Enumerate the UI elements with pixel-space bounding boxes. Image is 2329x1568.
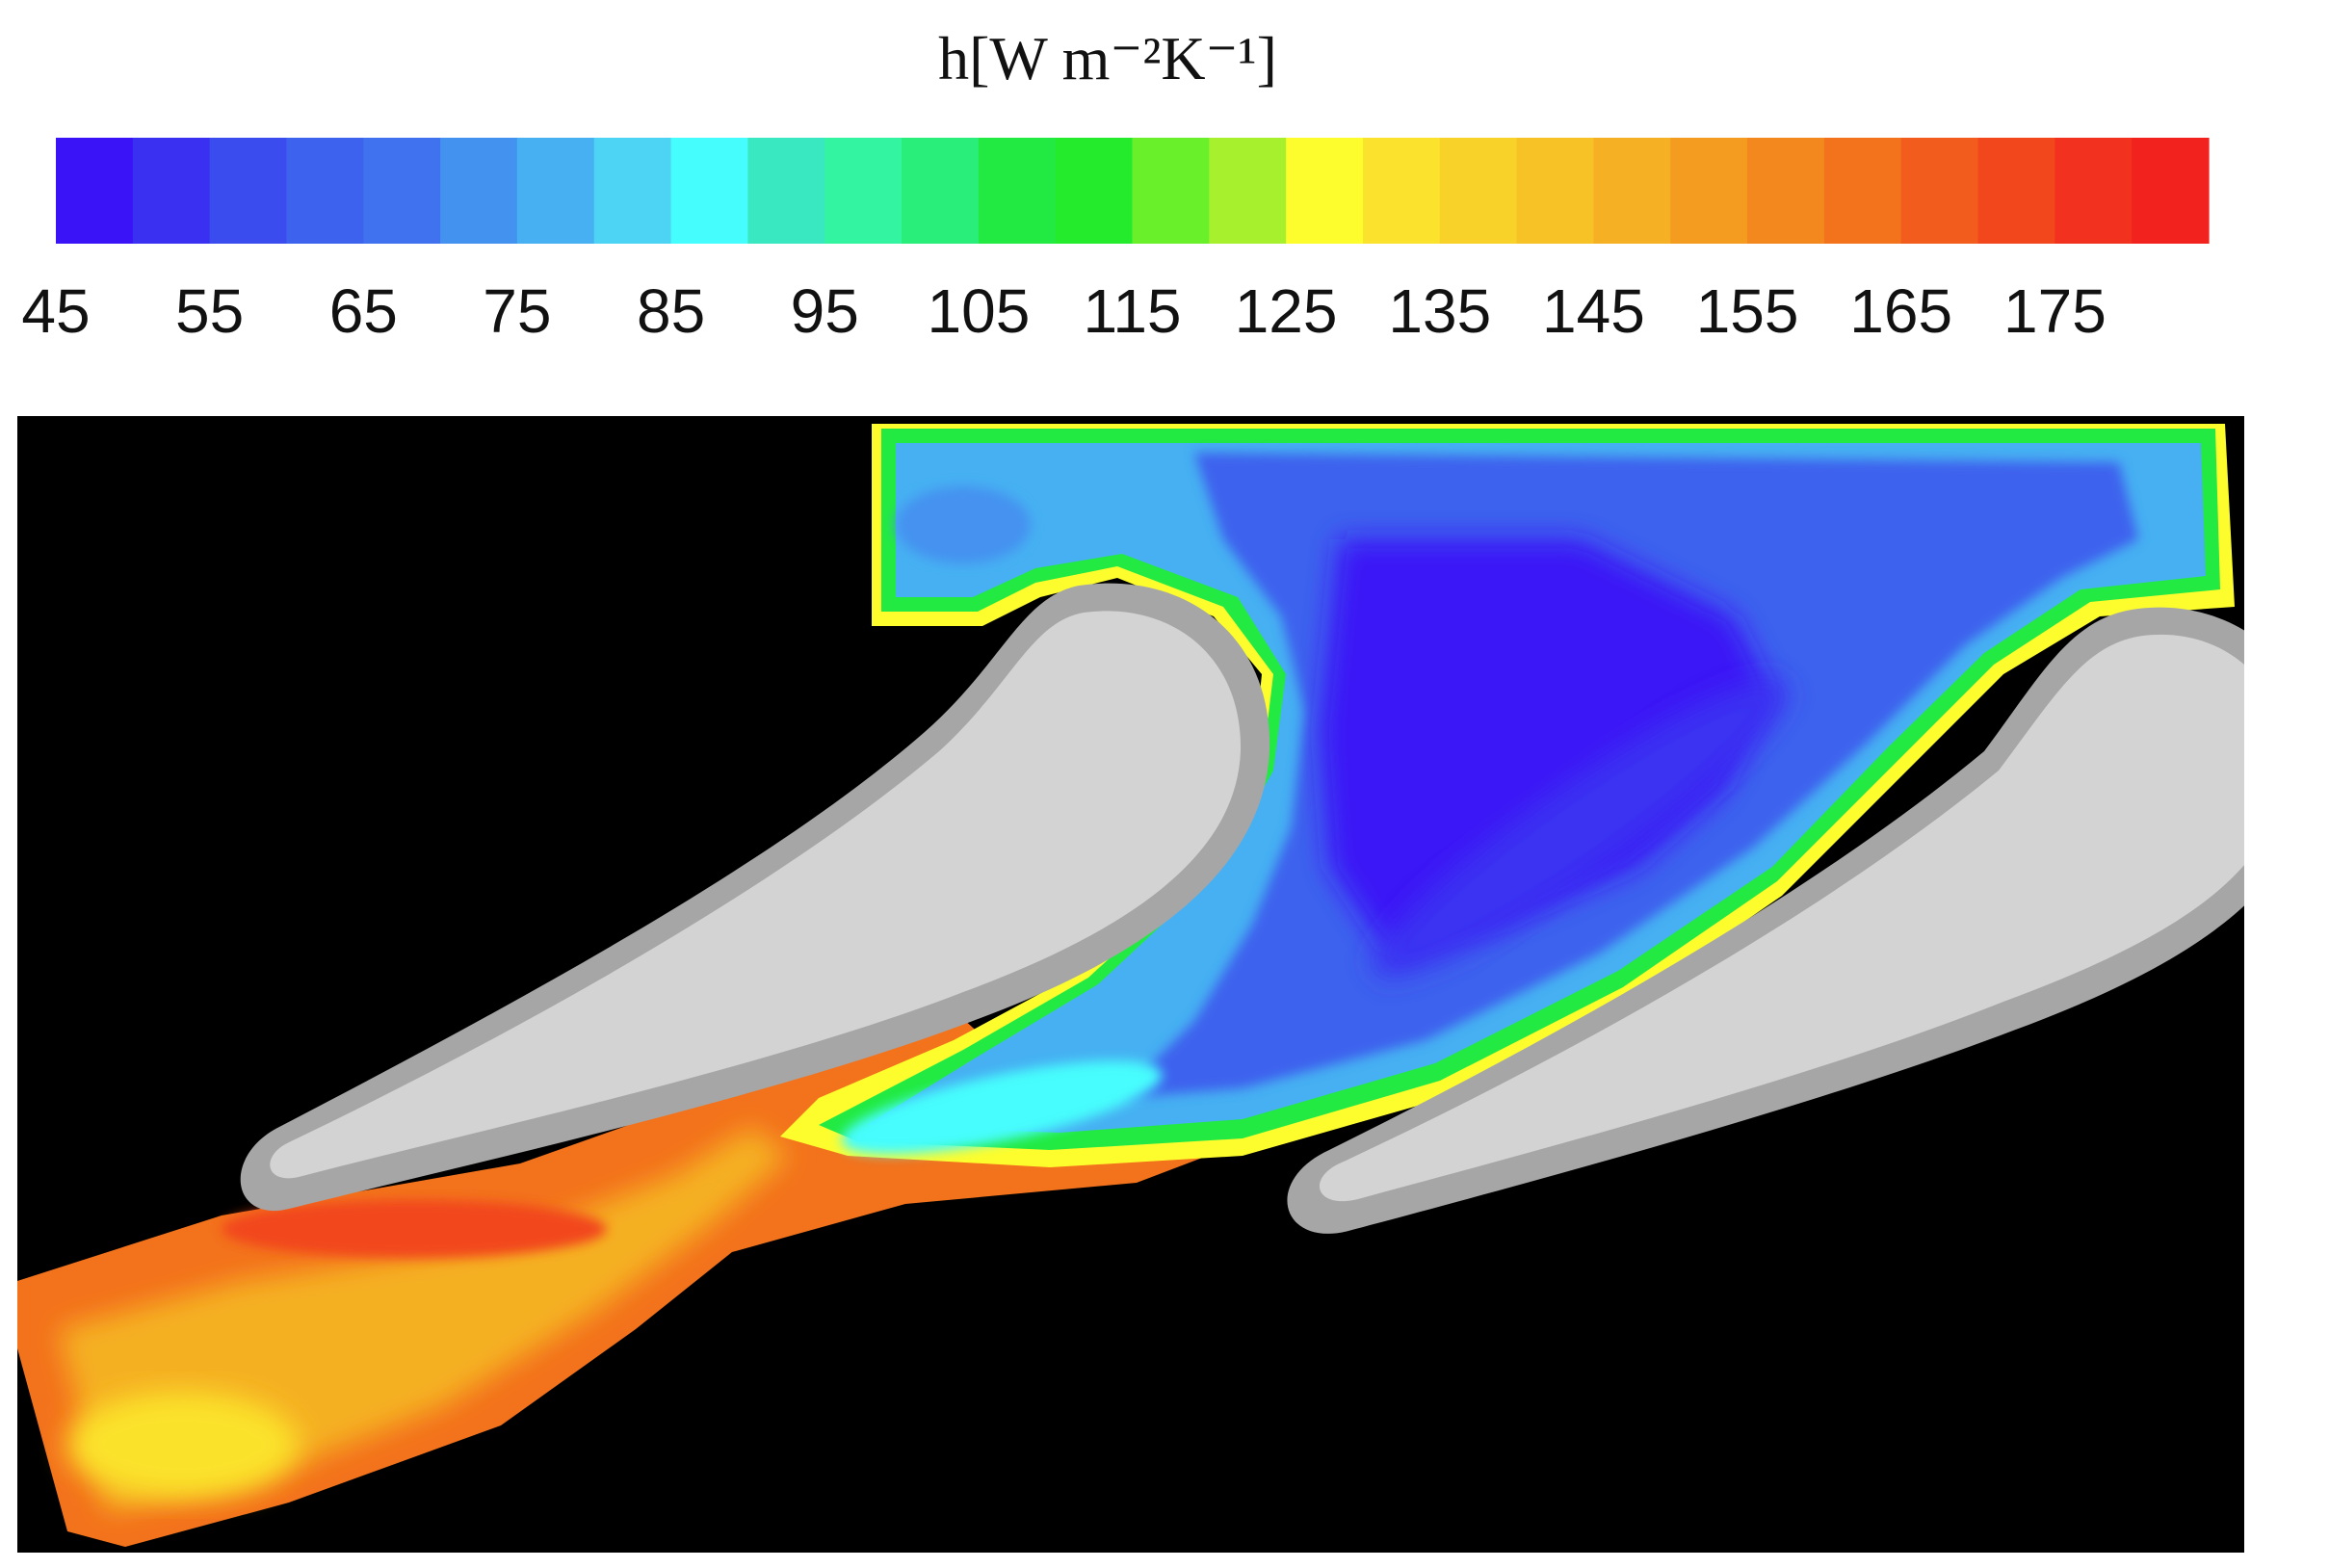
contour-field xyxy=(17,416,2244,1553)
colorbar-level xyxy=(2132,138,2210,244)
colorbar-level xyxy=(670,138,748,244)
colorbar-tick-label: 155 xyxy=(1696,276,1799,346)
colorbar-tick-label: 85 xyxy=(637,276,705,346)
colorbar-level xyxy=(1362,138,1441,244)
blade-left xyxy=(270,611,1242,1179)
colorbar-level xyxy=(2054,138,2133,244)
colorbar-tick-label: 175 xyxy=(2003,276,2107,346)
colorbar-tick-label: 45 xyxy=(21,276,90,346)
colorbar-level xyxy=(824,138,903,244)
colorbar-level xyxy=(747,138,825,244)
colorbar-tick-label: 115 xyxy=(1083,276,1181,346)
colorbar-level xyxy=(1055,138,1134,244)
upper-pocket-cyan xyxy=(896,486,1031,563)
colorbar-level xyxy=(1132,138,1210,244)
colorbar-level xyxy=(1670,138,1748,244)
colorbar-tick-label: 135 xyxy=(1388,276,1491,346)
colorbar-level xyxy=(363,138,441,244)
colorbar-level xyxy=(1209,138,1287,244)
colorbar-level xyxy=(132,138,211,244)
colorbar-level xyxy=(56,138,134,244)
colorbar-level xyxy=(440,138,518,244)
colorbar-level xyxy=(1900,138,1979,244)
colorbar-tick-labels: 45 55 65 75 85 95 105 115 125 135 145 155 165 175 xyxy=(21,276,2106,346)
colorbar-tick-label: 145 xyxy=(1542,276,1645,346)
colorbar-level xyxy=(1593,138,1671,244)
colorbar-level xyxy=(593,138,672,244)
colorbar-level xyxy=(1439,138,1518,244)
colorbar-level xyxy=(1516,138,1595,244)
inlet-hotspot xyxy=(67,1392,299,1498)
colorbar-tick-label: 75 xyxy=(483,276,551,346)
field-right-margin xyxy=(2244,416,2329,1568)
blade-right xyxy=(1319,634,2244,1202)
colorbar-tick-label: 165 xyxy=(1849,276,1952,346)
colorbar-tick-label: 95 xyxy=(791,276,859,346)
colorbar-level xyxy=(516,138,595,244)
colorbar-level xyxy=(1977,138,2055,244)
colorbar-level xyxy=(286,138,364,244)
colorbar-level xyxy=(209,138,288,244)
colorbar-tick-label: 65 xyxy=(329,276,398,346)
passage-core-lowest xyxy=(1320,539,1772,954)
colorbar-title: h[W m⁻²K⁻¹] xyxy=(938,24,1277,92)
colorbar-tick-label: 55 xyxy=(175,276,244,346)
inlet-edge-red xyxy=(222,1200,607,1258)
colorbar-level xyxy=(902,138,980,244)
lower-cyan-band xyxy=(841,1060,1163,1155)
colorbar-level xyxy=(1823,138,1902,244)
passage-core-streak xyxy=(1373,680,1787,977)
colorbar xyxy=(56,138,2210,244)
colorbar-tick-label: 105 xyxy=(928,276,1031,346)
colorbar-level xyxy=(1747,138,1825,244)
colorbar-level xyxy=(978,138,1057,244)
colorbar-tick-label: 125 xyxy=(1235,276,1338,346)
colorbar-level xyxy=(1286,138,1364,244)
